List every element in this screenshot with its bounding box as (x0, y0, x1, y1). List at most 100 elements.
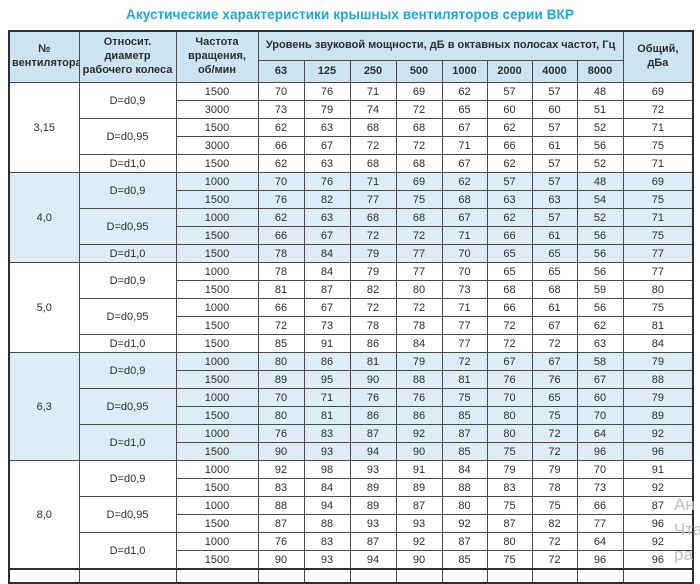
diameter-cell: D=d1,0 (78, 532, 177, 570)
sound-level-cell: 75 (441, 388, 488, 407)
sound-level-cell: 62 (486, 154, 533, 173)
sound-level-cell: 72 (257, 316, 305, 335)
total-dba-cell: 96 (622, 550, 694, 570)
sound-level-cell: 76 (395, 388, 443, 407)
sound-level-cell: 65 (531, 244, 578, 263)
sound-level-cell: 92 (257, 460, 305, 479)
total-dba-cell: 92 (622, 532, 694, 551)
sound-level-cell: 51 (576, 100, 624, 119)
sound-level-cell: 82 (531, 514, 578, 533)
sound-level-cell: 76 (531, 370, 578, 389)
sound-level-cell: 57 (531, 172, 578, 191)
partial-cell (78, 568, 177, 584)
sound-level-cell: 80 (441, 496, 488, 515)
table-row: 8,0 D=d0,9 1000 92 98 93 91 84 79 79 70 91 (8, 460, 694, 570)
table-row: 1500 76 82 77 75 68 63 63 54 75 (9, 190, 694, 209)
sound-level-cell: 57 (486, 82, 533, 101)
total-dba-cell: 89 (622, 406, 694, 425)
sound-level-cell: 84 (303, 262, 351, 281)
table-row: 1500 83 84 89 89 88 83 78 73 92 (9, 478, 694, 497)
fan-number-cell: 4,0 (8, 172, 80, 263)
speed-cell: 1000 (175, 496, 259, 515)
sound-level-cell: 72 (441, 352, 488, 371)
sound-level-cell: 72 (395, 298, 443, 317)
diameter-cell: D=d0,95 (78, 388, 177, 425)
sound-level-cell: 94 (349, 442, 397, 461)
speed-cell: 1500 (175, 118, 259, 137)
acoustic-characteristics-table: № вентилятора Относит. диаметр рабочего … (8, 30, 695, 584)
sound-level-cell: 71 (349, 82, 397, 101)
header-frequency-band: 500 (395, 60, 443, 83)
sound-level-cell: 63 (486, 190, 533, 209)
sound-level-cell: 67 (303, 136, 351, 155)
sound-level-cell: 48 (576, 82, 624, 101)
speed-cell: 1000 (175, 262, 259, 281)
sound-level-cell: 91 (395, 460, 443, 479)
sound-level-cell: 62 (257, 154, 305, 173)
sound-level-cell: 90 (395, 442, 443, 461)
partial-cell (8, 568, 80, 584)
sound-level-cell: 85 (441, 442, 488, 461)
speed-cell: 1500 (175, 442, 259, 461)
speed-cell: 1000 (175, 388, 259, 407)
total-dba-cell: 77 (622, 244, 694, 263)
sound-level-cell: 57 (486, 172, 533, 191)
sound-level-cell: 66 (257, 136, 305, 155)
sound-level-cell: 86 (349, 406, 397, 425)
sound-level-cell: 77 (395, 244, 443, 263)
sound-level-cell: 73 (441, 280, 488, 299)
sound-level-cell: 81 (441, 370, 488, 389)
sound-level-cell: 54 (576, 190, 624, 209)
header-frequency-band: 8000 (576, 60, 624, 83)
speed-cell: 1500 (175, 226, 259, 245)
sound-level-cell: 79 (303, 100, 351, 119)
speed-cell: 1000 (175, 352, 259, 371)
sound-level-cell: 67 (531, 352, 578, 371)
sound-level-cell: 93 (303, 550, 351, 570)
sound-level-cell: 65 (441, 100, 488, 119)
sound-level-cell: 72 (349, 136, 397, 155)
table-row: D=d0,95 1000 88 94 89 87 80 75 75 66 87 (9, 496, 694, 533)
speed-cell: 1000 (175, 532, 259, 551)
partial-cell (441, 568, 488, 584)
sound-level-cell: 52 (576, 118, 624, 137)
sound-level-cell: 70 (441, 244, 488, 263)
sound-level-cell: 90 (257, 442, 305, 461)
sound-level-cell: 56 (576, 136, 624, 155)
table-row: 6,3 D=d0,9 1000 80 86 81 79 72 67 67 58 79 (8, 352, 694, 461)
sound-level-cell: 72 (395, 136, 443, 155)
sound-level-cell: 68 (395, 208, 443, 227)
speed-cell: 1500 (175, 316, 259, 335)
sound-level-cell: 57 (531, 154, 578, 173)
total-dba-cell: 80 (622, 280, 694, 299)
diameter-cell: D=d1,0 (78, 244, 177, 263)
sound-level-cell: 74 (349, 100, 397, 119)
header-frequency-band: 2000 (486, 60, 533, 83)
sound-level-cell: 62 (441, 82, 488, 101)
sound-level-cell: 61 (531, 298, 578, 317)
sound-level-cell: 67 (486, 352, 533, 371)
header-frequency-band: 125 (303, 60, 351, 83)
diameter-cell: D=d0,9 (78, 262, 177, 299)
table-row: D=d0,95 1000 66 67 72 72 71 66 61 56 75 (9, 298, 694, 335)
total-dba-cell: 71 (622, 118, 694, 137)
sound-level-cell: 68 (349, 154, 397, 173)
sound-level-cell: 83 (303, 532, 351, 551)
sound-level-cell: 70 (486, 388, 533, 407)
table-row: 1500 87 88 93 93 92 87 82 77 96 (9, 514, 694, 533)
sound-level-cell: 66 (576, 496, 624, 515)
table-row: 1500 89 95 90 88 81 76 76 67 88 (9, 370, 694, 389)
sound-level-cell: 76 (303, 82, 351, 101)
table-row: 1500 81 87 82 80 73 68 68 59 80 (9, 280, 694, 299)
sound-level-cell: 57 (531, 208, 578, 227)
table-row: D=d1,0 1000 76 83 87 92 87 80 72 64 92 (9, 532, 694, 570)
header-frequency-band: 4000 (531, 60, 578, 83)
sound-level-cell: 64 (576, 424, 624, 443)
speed-cell: 1500 (175, 406, 259, 425)
sound-level-cell: 56 (576, 262, 624, 281)
sound-level-cell: 88 (395, 370, 443, 389)
diameter-cell: D=d0,95 (78, 496, 177, 533)
speed-cell: 1500 (175, 478, 259, 497)
sound-level-cell: 86 (395, 406, 443, 425)
sound-level-cell: 63 (576, 334, 624, 353)
